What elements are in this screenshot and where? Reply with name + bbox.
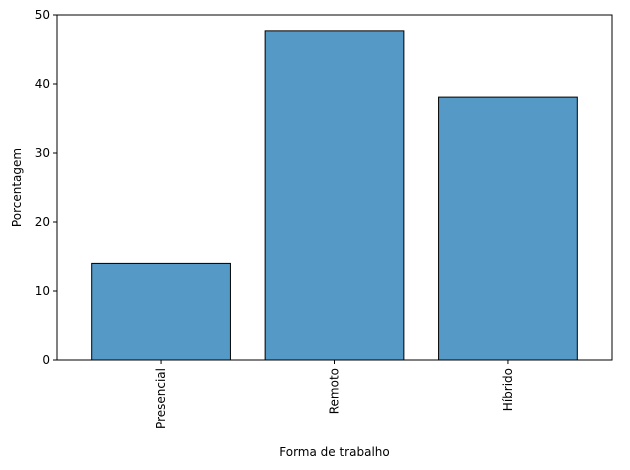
y-tick-label: 0 [42,353,50,367]
y-tick-label: 30 [35,146,50,160]
bar-presencial [91,262,231,361]
y-tick-label: 10 [35,284,50,298]
y-tick-label: 50 [35,8,50,22]
y-axis-ticks: 0 10 20 30 40 50 [35,8,57,367]
y-tick-label: 20 [35,215,50,229]
y-axis-label: Porcentagem [10,148,24,227]
y-tick-label: 40 [35,77,50,91]
x-tick-label: Presencial [154,368,168,429]
x-tick-label: Remoto [328,368,342,414]
x-axis-label: Forma de trabalho [279,445,389,459]
plot-frame [56,14,613,361]
x-axis-ticks: Presencial Remoto Híbrido [154,360,515,429]
bar-remoto [264,30,405,361]
x-tick-label: Híbrido [501,368,515,411]
bar-híbrido [438,96,578,361]
bars-group [91,30,578,361]
